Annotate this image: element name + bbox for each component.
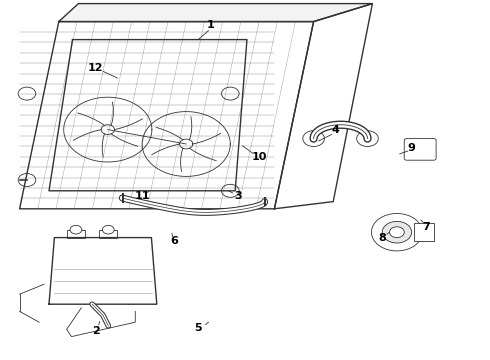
Circle shape [303, 131, 324, 147]
Circle shape [390, 227, 404, 238]
Bar [414, 223, 434, 241]
Circle shape [102, 225, 114, 234]
Text: 6: 6 [170, 236, 178, 246]
Text: 5: 5 [195, 323, 202, 333]
Circle shape [371, 213, 422, 251]
Text: 9: 9 [408, 143, 416, 153]
Text: 10: 10 [252, 152, 268, 162]
Circle shape [357, 131, 378, 147]
Polygon shape [49, 238, 157, 304]
Text: 7: 7 [422, 222, 430, 232]
Text: 1: 1 [207, 20, 215, 30]
Text: 8: 8 [378, 233, 386, 243]
Bar [99, 230, 117, 238]
Circle shape [382, 221, 412, 243]
Text: 12: 12 [88, 63, 103, 73]
Circle shape [18, 174, 36, 186]
Circle shape [221, 184, 239, 197]
Bar [67, 230, 85, 238]
Circle shape [70, 225, 82, 234]
Circle shape [18, 87, 36, 100]
Text: 3: 3 [234, 191, 242, 201]
Polygon shape [59, 4, 372, 22]
Text: 2: 2 [92, 326, 99, 336]
Text: 4: 4 [332, 125, 340, 135]
Circle shape [221, 87, 239, 100]
Text: 11: 11 [134, 191, 150, 201]
FancyBboxPatch shape [404, 139, 436, 160]
